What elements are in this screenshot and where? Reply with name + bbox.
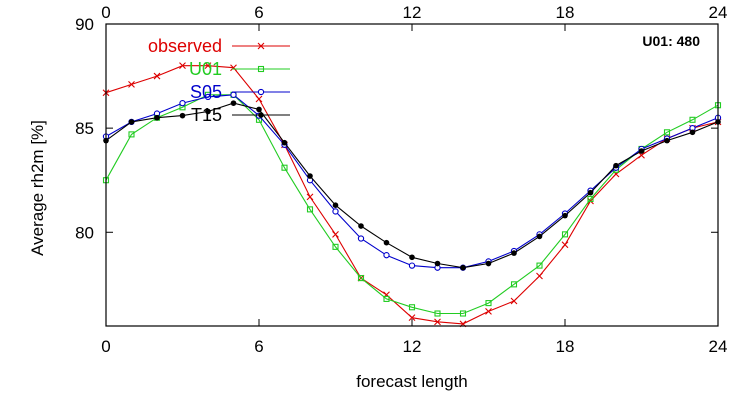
plot-frame xyxy=(105,23,719,327)
x-top-tick-label: 0 xyxy=(101,3,110,22)
data-point xyxy=(459,310,467,317)
x-tick-label: 0 xyxy=(101,337,110,356)
data-point xyxy=(408,262,416,269)
data-point xyxy=(153,72,161,80)
x-tick-label: 24 xyxy=(709,337,728,356)
legend-marker xyxy=(257,65,265,73)
data-point xyxy=(485,300,492,307)
data-point xyxy=(434,260,441,267)
legend-entry-u01: U01 xyxy=(189,59,290,79)
data-point xyxy=(357,275,365,282)
data-point xyxy=(383,295,390,302)
x-axis-label: forecast length xyxy=(356,372,468,391)
data-point xyxy=(332,243,339,250)
data-point xyxy=(230,100,237,106)
data-point xyxy=(358,223,364,229)
data-point xyxy=(154,114,160,121)
data-point xyxy=(128,81,135,88)
data-point xyxy=(460,264,466,271)
y-axis-label: Average rh2m [%] xyxy=(28,120,47,256)
legend-label: S05 xyxy=(190,82,222,102)
series-line xyxy=(105,94,719,315)
x-top-tick-label: 18 xyxy=(556,3,575,22)
legend-entry-t15: T15 xyxy=(191,105,290,125)
data-point xyxy=(383,252,390,259)
data-point xyxy=(383,239,390,246)
data-point xyxy=(561,231,569,238)
data-point xyxy=(663,129,671,136)
data-point xyxy=(511,250,517,256)
data-point xyxy=(536,262,543,269)
data-point xyxy=(332,208,339,215)
data-point xyxy=(179,62,186,70)
data-point xyxy=(510,297,518,305)
legend-label: T15 xyxy=(191,105,222,125)
data-point xyxy=(510,281,518,288)
data-point xyxy=(561,241,569,249)
data-point xyxy=(230,64,237,72)
data-point xyxy=(230,91,237,98)
legend-marker xyxy=(257,42,265,50)
series-u01 xyxy=(102,91,722,317)
x-top-tick-label: 6 xyxy=(254,3,263,22)
x-tick-label: 12 xyxy=(403,337,422,356)
data-point xyxy=(689,129,696,136)
data-point xyxy=(434,310,441,317)
series-line xyxy=(105,102,719,269)
data-point xyxy=(306,206,314,213)
data-point xyxy=(587,195,594,203)
data-point xyxy=(689,116,696,123)
data-point xyxy=(306,193,314,201)
data-point xyxy=(332,202,339,208)
data-point xyxy=(587,189,594,196)
data-point xyxy=(179,99,186,107)
x-tick-label: 6 xyxy=(254,337,263,356)
data-point xyxy=(281,164,288,171)
data-point xyxy=(409,254,415,261)
data-point xyxy=(204,93,212,101)
legend-label: U01 xyxy=(189,59,222,79)
data-point xyxy=(664,137,670,144)
data-point xyxy=(179,112,186,119)
data-point xyxy=(255,95,263,103)
data-point xyxy=(307,173,313,179)
data-point xyxy=(485,260,492,267)
legend-marker xyxy=(258,112,264,118)
data-point xyxy=(562,212,568,219)
legend-label: observed xyxy=(148,36,222,56)
data-point xyxy=(536,233,543,240)
data-point xyxy=(638,148,645,154)
series-observed xyxy=(102,62,722,328)
data-point xyxy=(128,119,135,125)
data-point xyxy=(408,314,416,322)
data-point xyxy=(281,139,288,146)
legend-marker xyxy=(257,88,265,96)
data-point xyxy=(536,272,543,280)
data-point xyxy=(408,304,416,311)
y-tick-label: 80 xyxy=(75,223,94,242)
data-point xyxy=(434,318,441,326)
x-tick-label: 18 xyxy=(556,337,575,356)
data-point xyxy=(332,230,339,238)
data-point xyxy=(638,151,645,159)
legend-entry-s05: S05 xyxy=(190,82,290,102)
data-point xyxy=(485,308,492,315)
data-point xyxy=(357,235,365,242)
y-tick-label: 90 xyxy=(75,15,94,34)
run-annotation: U01: 480 xyxy=(642,33,700,49)
x-top-tick-label: 12 xyxy=(403,3,422,22)
legend-entry-observed: observed xyxy=(148,36,290,56)
data-point xyxy=(256,106,262,113)
y-tick-label: 85 xyxy=(75,119,94,138)
data-point xyxy=(205,108,211,115)
data-point xyxy=(204,62,212,70)
data-point xyxy=(613,162,619,169)
x-top-tick-label: 24 xyxy=(709,3,728,22)
data-point xyxy=(128,131,135,138)
series-t15 xyxy=(103,100,721,271)
